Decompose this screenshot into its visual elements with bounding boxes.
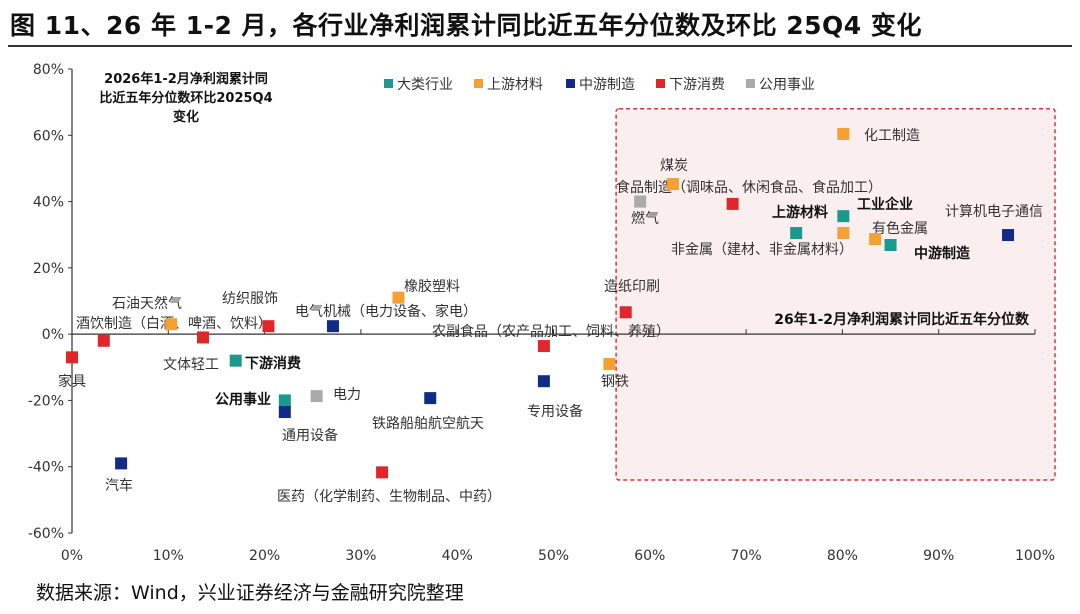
data-point <box>66 351 78 364</box>
y-tick-label: -60% <box>28 526 64 542</box>
point-label: 燃气 <box>631 210 659 227</box>
data-point <box>310 390 323 403</box>
point-label: 专用设备 <box>527 403 583 420</box>
data-point <box>790 227 803 240</box>
data-point <box>278 394 291 407</box>
x-tick-label: 10% <box>153 548 184 564</box>
point-label: 公用事业 <box>215 391 271 408</box>
x-tick-label: 90% <box>923 548 954 564</box>
data-point <box>392 291 405 304</box>
data-point <box>376 466 389 479</box>
point-label: 石油天然气 <box>112 295 182 312</box>
point-label: 非金属（建材、非金属材料） <box>671 242 853 258</box>
point-label: 医药（化学制药、生物制品、中药） <box>277 489 501 505</box>
x-axis-label: 26年1-2月净利润累计同比近五年分位数 <box>774 311 1030 328</box>
x-tick-label: 70% <box>731 548 762 564</box>
title-divider <box>8 45 1072 47</box>
data-point <box>666 178 679 191</box>
data-point <box>115 457 128 470</box>
y-tick-label: 80% <box>33 62 64 78</box>
point-label: 电气机械（电力设备、家电） <box>295 303 477 320</box>
x-tick-label: 0% <box>61 548 83 564</box>
y-axis-label-line-2: 比近五年分位数环比2025Q4 <box>99 90 272 106</box>
point-label: 文体轻工 <box>163 357 219 373</box>
y-axis-label-line-1: 2026年1-2月净利润累计同 <box>104 71 268 87</box>
data-point <box>229 354 242 367</box>
figure-title: 图 11、26 年 1-2 月，各行业净利润累计同比近五年分位数及环比 25Q4… <box>10 11 922 40</box>
point-label: 通用设备 <box>282 427 338 444</box>
point-label: 计算机电子通信 <box>945 204 1043 220</box>
point-label: 煤炭 <box>660 158 688 174</box>
point-label: 化工制造 <box>864 128 920 144</box>
point-label: 钢铁 <box>601 374 629 390</box>
point-label: 汽车 <box>105 477 133 494</box>
legend-swatch <box>474 79 483 88</box>
highlight-region <box>615 108 1056 481</box>
data-point <box>326 320 339 333</box>
point-label: 铁路船舶航空航天 <box>372 416 484 432</box>
x-tick-label: 60% <box>634 548 665 564</box>
data-point <box>165 318 178 331</box>
data-point <box>1002 229 1015 242</box>
data-point <box>537 340 550 353</box>
point-label: 食品制造（调味品、休闲食品、食品加工） <box>616 179 882 196</box>
y-tick-label: 60% <box>33 128 64 144</box>
data-point <box>869 233 882 246</box>
data-point <box>726 197 739 210</box>
point-label: 有色金属 <box>872 220 928 237</box>
point-label: 橡胶塑料 <box>404 278 460 295</box>
point-label: 下游消费 <box>245 355 301 372</box>
y-tick-label: 20% <box>33 261 64 277</box>
legend-label: 中游制造 <box>579 77 635 93</box>
legend-swatch <box>656 79 665 88</box>
data-source: 数据来源：Wind，兴业证券经济与金融研究院整理 <box>36 582 464 604</box>
x-tick-label: 40% <box>442 548 473 564</box>
x-tick-label: 20% <box>249 548 280 564</box>
x-tick-label: 80% <box>827 548 858 564</box>
data-point <box>262 320 275 333</box>
data-point <box>837 210 850 223</box>
point-label: 家具 <box>58 373 86 390</box>
legend-swatch <box>384 79 393 88</box>
point-label: 中游制造 <box>914 245 970 262</box>
point-label: 造纸印刷 <box>604 279 660 295</box>
data-point <box>884 238 897 251</box>
y-tick-label: -40% <box>28 460 64 476</box>
point-label: 上游材料 <box>772 204 828 221</box>
data-point <box>619 306 632 319</box>
y-tick-label: 0% <box>42 327 64 343</box>
scatter-chart: 80% 60% 40% 20% 0% -20% -40% -60% 0% 10% 20% 30% 40%… <box>28 62 1056 564</box>
legend-swatch <box>746 79 755 88</box>
data-point <box>537 375 550 388</box>
legend-label: 公用事业 <box>759 77 815 93</box>
legend-label: 下游消费 <box>669 77 725 93</box>
data-point <box>634 195 647 208</box>
x-tick-label: 100% <box>1015 548 1055 564</box>
data-point <box>424 392 437 405</box>
point-label: 纺织服饰 <box>222 291 278 307</box>
data-point <box>97 334 110 347</box>
point-label: 电力 <box>333 387 361 403</box>
y-tick-label: 40% <box>33 195 64 211</box>
x-tick-label: 50% <box>538 548 569 564</box>
data-point <box>603 357 616 370</box>
data-point <box>837 227 850 240</box>
data-point <box>837 127 850 140</box>
data-point <box>196 331 209 344</box>
legend-label: 上游材料 <box>487 77 543 93</box>
point-label: 农副食品（农产品加工、饲料、养殖） <box>432 323 670 340</box>
point-label: 工业企业 <box>857 196 913 213</box>
legend-label: 大类行业 <box>397 77 453 93</box>
y-tick-label: -20% <box>28 393 64 409</box>
x-tick-label: 30% <box>345 548 376 564</box>
data-point <box>278 406 291 419</box>
legend-swatch <box>566 79 575 88</box>
y-axis-label-line-3: 变化 <box>173 109 199 125</box>
